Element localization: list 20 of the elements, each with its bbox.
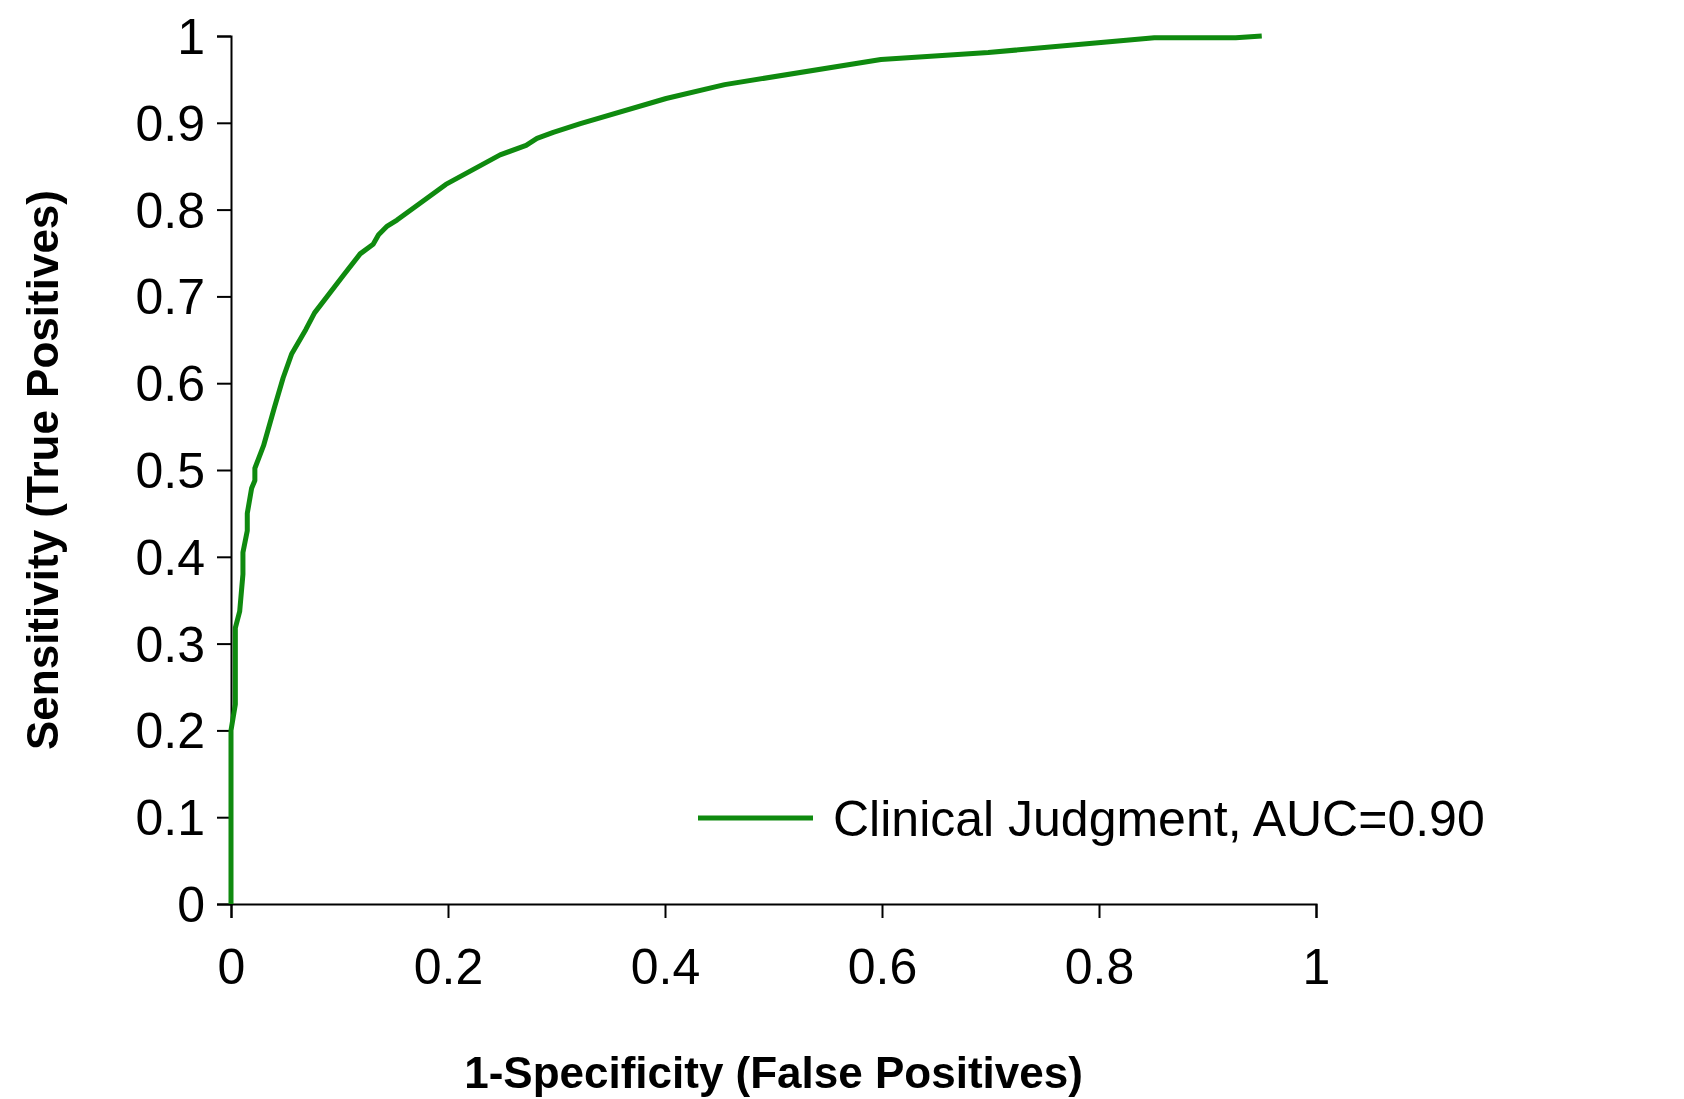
x-tick-label: 0.8	[1064, 938, 1135, 995]
x-tick-label: 1	[1302, 938, 1331, 995]
x-tick-label: 0.4	[630, 938, 701, 995]
y-tick-label: 0.2	[135, 703, 205, 760]
y-tick-label: 0.8	[135, 182, 205, 239]
y-tick-label: 0	[177, 877, 205, 933]
y-tick-label: 0.6	[135, 356, 205, 413]
y-tick-label: 0.9	[135, 95, 205, 152]
y-axis-title: Sensitivity (True Positives)	[18, 190, 67, 750]
legend-label: Clinical Judgment, AUC=0.90	[833, 790, 1485, 847]
y-tick-label: 0.1	[135, 790, 205, 847]
y-tick-label: 0.5	[135, 443, 205, 499]
x-tick-label: 0.6	[847, 938, 918, 995]
x-tick-label: 0	[217, 938, 246, 995]
y-tick-label: 0.4	[135, 529, 205, 586]
x-tick-label: 0.2	[413, 938, 484, 995]
y-tick-label: 0.3	[135, 616, 205, 673]
y-tick-label: 1	[177, 9, 205, 65]
y-tick-label: 0.7	[135, 269, 205, 326]
x-axis-title: 1-Specificity (False Positives)	[464, 1048, 1083, 1097]
